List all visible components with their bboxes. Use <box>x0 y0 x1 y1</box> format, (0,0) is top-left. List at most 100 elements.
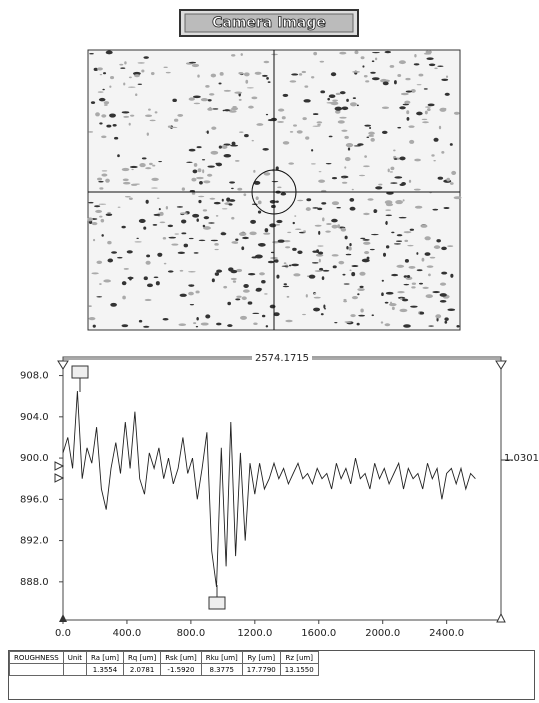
speck <box>360 237 366 240</box>
speck <box>153 276 159 279</box>
speck <box>247 272 256 276</box>
speck <box>250 219 256 224</box>
speck <box>139 163 146 168</box>
speck <box>282 285 290 288</box>
speck <box>390 166 395 171</box>
speck <box>331 201 340 206</box>
speck <box>421 118 428 121</box>
speck <box>122 178 129 182</box>
speck <box>245 79 249 84</box>
speck <box>413 188 421 191</box>
speck <box>363 241 371 245</box>
speck <box>302 313 306 316</box>
speck <box>416 252 419 255</box>
speck <box>87 217 94 222</box>
speck <box>203 180 211 184</box>
speck <box>263 172 271 176</box>
speck <box>317 251 324 255</box>
speck <box>406 117 410 121</box>
speck <box>172 98 177 103</box>
speck <box>302 117 307 121</box>
speck <box>389 64 395 68</box>
speck <box>399 106 406 110</box>
speck <box>123 82 126 86</box>
speck <box>371 233 379 236</box>
speck <box>95 112 100 117</box>
speck <box>253 322 258 325</box>
speck <box>312 113 319 116</box>
y-tick-label: 888.0 <box>20 577 49 588</box>
speck <box>351 295 358 300</box>
speck <box>283 240 291 243</box>
speck <box>170 126 178 129</box>
profile-chart: 888.0 892.0 896.0 900.0 904.0 908.0 0.0 400.0 80… <box>20 352 539 639</box>
speck <box>191 63 200 68</box>
speck <box>238 98 242 101</box>
speck <box>395 240 403 243</box>
speck <box>126 250 133 254</box>
speck <box>100 218 105 223</box>
speck <box>385 203 394 207</box>
speck <box>112 124 117 127</box>
speck <box>227 324 233 327</box>
speck <box>267 81 271 83</box>
speck <box>200 322 209 326</box>
speck <box>193 95 201 99</box>
speck <box>413 63 420 66</box>
speck <box>394 176 403 179</box>
speck <box>121 167 130 172</box>
speck <box>363 165 370 168</box>
speck <box>422 286 429 289</box>
speck <box>404 100 411 105</box>
speck <box>444 92 450 96</box>
table-cell: 8.3775 <box>200 663 243 676</box>
speck <box>227 301 232 306</box>
speck <box>424 236 431 241</box>
speck <box>188 270 196 273</box>
speck <box>344 135 349 139</box>
speck <box>337 120 345 124</box>
speck <box>243 289 250 293</box>
speck <box>121 281 127 286</box>
speck <box>416 111 423 116</box>
speck <box>121 111 130 114</box>
speck <box>381 279 384 282</box>
speck <box>107 240 112 245</box>
speck <box>228 203 233 206</box>
speck <box>162 317 169 321</box>
speck <box>349 243 352 247</box>
speck <box>381 106 390 109</box>
speck <box>352 70 361 73</box>
speck <box>243 283 249 289</box>
speck <box>240 315 247 320</box>
speck <box>203 216 210 220</box>
speck <box>297 250 303 255</box>
speck <box>359 271 366 276</box>
speck <box>369 127 372 129</box>
speck <box>391 231 395 234</box>
speck <box>207 173 213 177</box>
speck <box>109 113 116 118</box>
speck <box>124 61 127 65</box>
speck <box>293 124 297 127</box>
speck <box>291 263 299 267</box>
speck <box>203 226 211 230</box>
speck <box>211 126 217 130</box>
speck <box>393 149 396 152</box>
speck <box>237 187 243 191</box>
speck <box>111 251 118 254</box>
speck <box>102 88 105 91</box>
speck <box>183 243 189 248</box>
table: ROUGHNESS Unit Ra [um] Rq [um] Rsk [um] Rku [… <box>9 651 319 676</box>
title-inner <box>184 13 354 33</box>
speck <box>91 222 98 226</box>
speck <box>130 183 138 186</box>
speck <box>291 73 299 76</box>
speck <box>123 267 129 270</box>
speck <box>397 126 402 129</box>
speck <box>340 175 349 179</box>
speck <box>243 193 247 197</box>
speck <box>325 230 331 233</box>
speck <box>292 247 297 251</box>
speck <box>399 183 405 186</box>
